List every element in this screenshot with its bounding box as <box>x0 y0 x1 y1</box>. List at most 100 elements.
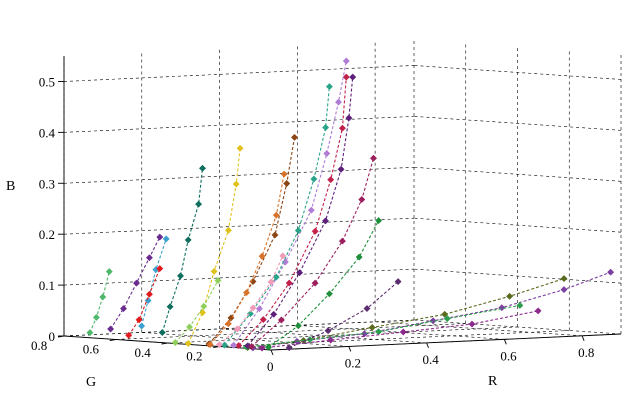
series-line <box>251 158 375 347</box>
y-axis-label: G <box>86 375 96 390</box>
data-point <box>363 304 371 313</box>
data-point <box>399 328 407 336</box>
data-point <box>105 268 113 276</box>
series-7 <box>229 57 350 349</box>
series-10 <box>184 144 244 348</box>
data-point <box>220 341 229 349</box>
y-tick-label: 0.4 <box>135 345 152 360</box>
data-point <box>429 317 437 325</box>
data-point <box>214 276 222 285</box>
data-point <box>235 342 243 350</box>
data-point <box>224 226 232 234</box>
data-point <box>135 316 143 324</box>
series-12 <box>206 170 288 349</box>
data-point <box>322 123 330 132</box>
data-point <box>349 73 357 81</box>
data-point <box>185 323 194 331</box>
z-tick-label: 0.5 <box>39 74 55 89</box>
data-point <box>249 304 257 312</box>
data-point <box>210 267 218 275</box>
x-tick-label: 0.4 <box>423 352 440 367</box>
series-16 <box>215 252 287 349</box>
data-point <box>171 339 179 347</box>
data-point <box>325 83 333 91</box>
data-point <box>345 114 353 122</box>
series-11 <box>158 164 207 337</box>
data-point <box>200 302 208 310</box>
y-tick-label: 0.6 <box>83 342 100 357</box>
series-line <box>288 281 399 349</box>
x-tick-mark <box>426 342 429 349</box>
data-point <box>607 268 615 276</box>
data-point <box>294 227 302 235</box>
data-point <box>195 200 203 208</box>
data-point <box>281 258 289 266</box>
data-point <box>248 342 256 351</box>
series-15 <box>264 217 383 351</box>
series-line <box>247 278 565 349</box>
data-point <box>285 344 293 352</box>
series-17 <box>107 233 164 333</box>
series-5 <box>235 73 350 350</box>
data-point <box>156 233 164 241</box>
data-point <box>375 328 383 336</box>
data-point <box>166 303 174 311</box>
data-point <box>323 149 331 158</box>
grid-line <box>167 326 518 344</box>
series-line <box>141 238 167 327</box>
data-point <box>294 322 302 330</box>
data-point <box>232 180 240 188</box>
y-tick-label: 0.8 <box>31 338 47 353</box>
grid-line <box>413 166 622 182</box>
series-line <box>209 173 285 345</box>
data-point <box>270 310 278 318</box>
x-tick-label: 0 <box>267 359 274 374</box>
data-point <box>498 304 506 312</box>
z-tick-label: 0.4 <box>39 125 56 140</box>
data-point <box>184 339 192 348</box>
series-8 <box>220 83 333 349</box>
data-point <box>258 252 266 260</box>
data-point <box>375 217 383 225</box>
data-series <box>86 57 615 352</box>
data-point <box>236 144 244 152</box>
data-point <box>468 320 476 328</box>
data-point <box>271 231 279 239</box>
data-point <box>338 237 346 245</box>
data-point <box>368 323 376 332</box>
x-tick-label: 0.8 <box>578 345 594 360</box>
data-point <box>92 313 100 321</box>
data-point <box>145 290 153 298</box>
x-tick-label: 0.6 <box>500 348 517 363</box>
data-point <box>337 165 345 173</box>
data-point <box>125 331 133 339</box>
x-axis-label: R <box>488 374 498 389</box>
grid-line <box>63 166 415 184</box>
series-line <box>208 137 296 345</box>
data-point <box>162 235 170 243</box>
data-point <box>184 236 192 244</box>
series-4 <box>258 307 542 352</box>
data-point <box>327 336 335 344</box>
series-19 <box>125 265 164 339</box>
x-tick-mark <box>503 339 507 345</box>
x-axis-line <box>270 333 622 351</box>
data-point <box>296 269 304 277</box>
data-point <box>86 329 94 337</box>
series-14 <box>248 154 378 351</box>
series-line <box>128 268 161 336</box>
data-point <box>369 154 378 162</box>
y-tick-mark <box>161 342 168 345</box>
data-point <box>307 206 315 214</box>
y-tick-mark <box>109 339 116 341</box>
grid-line <box>375 321 583 337</box>
data-point <box>306 336 314 344</box>
data-point <box>132 279 141 287</box>
data-point <box>198 164 207 172</box>
data-point <box>267 278 275 286</box>
data-point <box>99 293 107 301</box>
data-point <box>279 252 287 260</box>
data-point <box>342 73 350 81</box>
data-point <box>560 275 568 283</box>
